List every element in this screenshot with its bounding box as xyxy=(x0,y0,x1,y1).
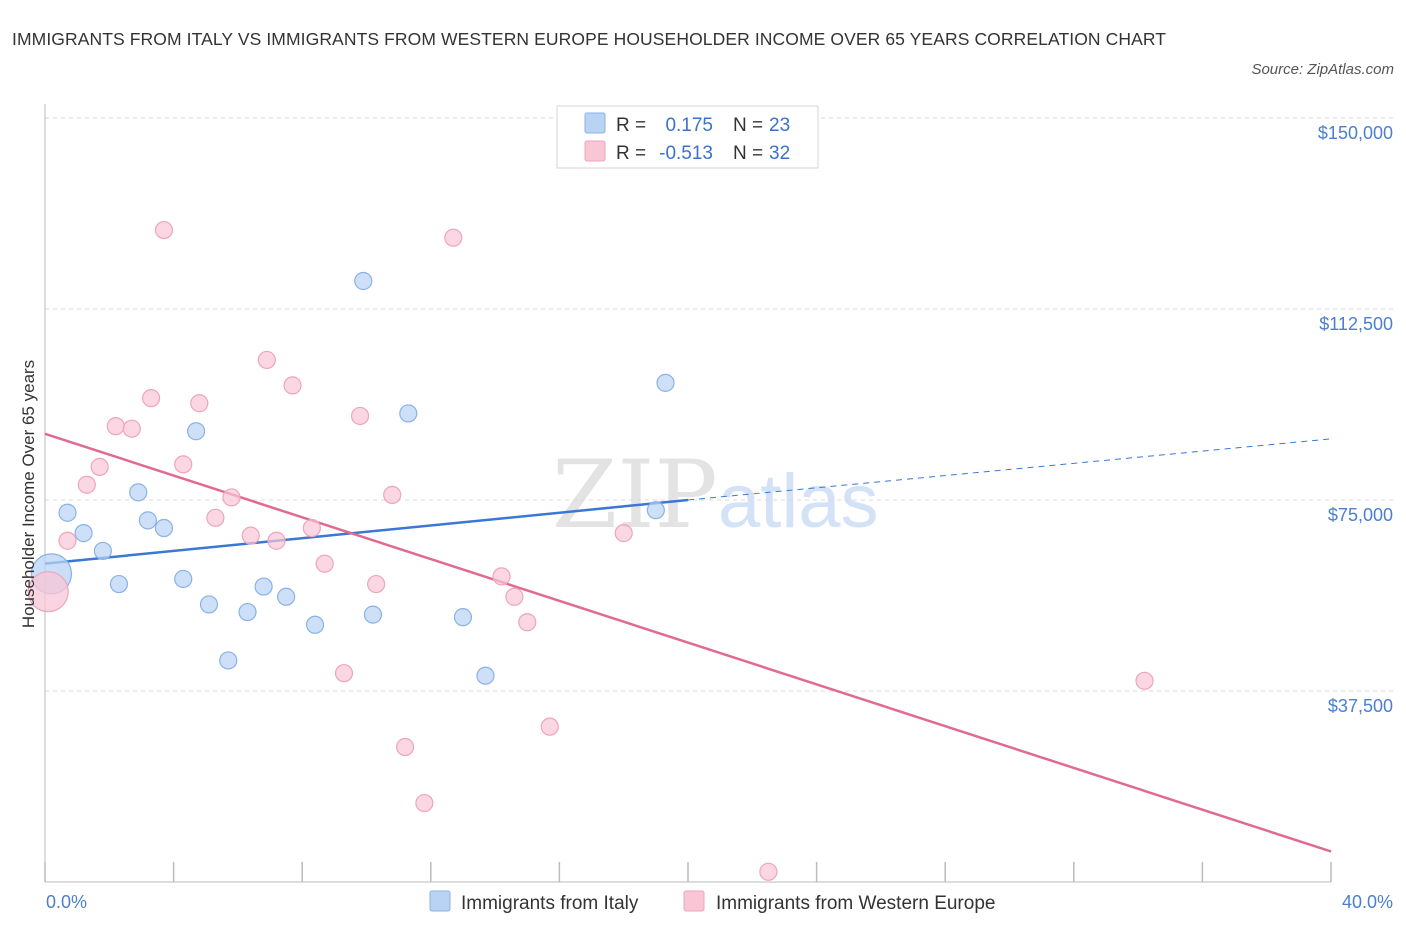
italy-point-18 xyxy=(399,404,418,423)
italy-r-label: R = xyxy=(616,115,646,136)
italy-point-5 xyxy=(129,483,148,502)
y-axis-title: Householder Income Over 65 years xyxy=(19,360,38,628)
western-europe-point-17 xyxy=(315,554,334,573)
western-europe-point-9 xyxy=(190,394,209,413)
stats-legend: R = 0.175 N = 23 R = -0.513 N = 32 xyxy=(556,105,819,169)
western-europe-point-18 xyxy=(334,664,354,683)
italy-point-7 xyxy=(154,518,174,538)
italy-point-21 xyxy=(656,373,675,392)
italy-point-15 xyxy=(305,615,325,634)
we-swatch xyxy=(584,140,606,162)
western-europe-point-4 xyxy=(106,417,125,436)
western-europe-point-28 xyxy=(540,717,559,736)
trend-line-italy xyxy=(44,498,689,565)
trend-line-italy-extension xyxy=(687,438,1332,501)
italy-point-12 xyxy=(238,602,257,622)
western-europe-point-16 xyxy=(302,518,321,538)
western-europe-point-25 xyxy=(492,567,511,586)
western-europe-point-21 xyxy=(383,485,402,505)
italy-point-22 xyxy=(646,501,665,520)
western-europe-point-13 xyxy=(257,350,276,370)
bottom-legend-we-swatch xyxy=(683,890,705,912)
y-tick-labels: $37,500 $75,000 $112,500 $150,000 xyxy=(1318,123,1393,716)
we-n-label: N = xyxy=(733,143,763,164)
western-europe-point-12 xyxy=(241,526,260,545)
bottom-legend-italy-label: Immigrants from Italy xyxy=(461,893,639,914)
western-europe-point-15 xyxy=(283,376,302,395)
western-europe-point-29 xyxy=(614,524,633,543)
italy-point-11 xyxy=(219,651,238,670)
italy-r-value: 0.175 xyxy=(665,115,713,136)
watermark-atlas: atlas xyxy=(718,459,879,544)
western-europe-point-24 xyxy=(444,228,463,247)
italy-point-3 xyxy=(93,541,112,561)
y-tick-label-3: $150,000 xyxy=(1318,123,1393,143)
western-europe-point-10 xyxy=(206,508,225,527)
western-europe-point-14 xyxy=(267,531,286,550)
we-r-value: -0.513 xyxy=(659,143,713,164)
western-europe-point-8 xyxy=(174,455,193,474)
we-n-value: 32 xyxy=(769,143,790,164)
western-europe-point-30 xyxy=(759,862,778,881)
chart-title: IMMIGRANTS FROM ITALY VS IMMIGRANTS FROM… xyxy=(12,29,1167,49)
italy-point-10 xyxy=(199,595,219,614)
we-r-label: R = xyxy=(616,143,646,164)
italy-n-label: N = xyxy=(733,115,763,136)
western-europe-point-7 xyxy=(154,220,174,240)
western-europe-point-31 xyxy=(1135,671,1154,690)
italy-point-6 xyxy=(138,511,157,530)
western-europe-point-23 xyxy=(415,793,434,813)
watermark-zip: ZIP xyxy=(552,441,718,550)
italy-point-1 xyxy=(58,503,77,522)
italy-point-17 xyxy=(363,605,383,624)
italy-point-4 xyxy=(109,574,129,594)
italy-point-8 xyxy=(174,569,193,589)
series-western-europe-points xyxy=(27,220,1154,881)
bottom-legend: Immigrants from Italy Immigrants from We… xyxy=(429,890,995,914)
trend-lines xyxy=(44,432,1332,853)
axes xyxy=(44,104,1332,883)
western-europe-point-27 xyxy=(518,613,537,632)
western-europe-point-6 xyxy=(141,389,161,408)
western-europe-point-22 xyxy=(395,737,415,757)
italy-point-9 xyxy=(187,422,206,441)
x-tick-label-min: 0.0% xyxy=(46,892,87,912)
trend-line-western-europe xyxy=(44,432,1332,853)
y-tick-label-0: $37,500 xyxy=(1328,696,1393,716)
western-europe-point-1 xyxy=(58,531,77,550)
western-europe-point-20 xyxy=(367,574,386,594)
italy-swatch xyxy=(584,112,606,134)
western-europe-point-11 xyxy=(222,488,241,507)
italy-point-13 xyxy=(254,577,273,596)
western-europe-point-3 xyxy=(90,457,109,476)
source-credit: Source: ZipAtlas.com xyxy=(1251,61,1394,78)
italy-point-20 xyxy=(476,666,495,685)
western-europe-point-26 xyxy=(505,587,524,606)
western-europe-point-19 xyxy=(350,406,370,426)
bottom-legend-we-label: Immigrants from Western Europe xyxy=(716,893,995,914)
western-europe-point-0 xyxy=(27,571,69,613)
italy-point-16 xyxy=(354,271,373,291)
western-europe-point-2 xyxy=(77,475,96,494)
italy-n-value: 23 xyxy=(769,115,790,136)
italy-point-2 xyxy=(74,524,93,543)
western-europe-point-5 xyxy=(122,419,141,438)
x-tick-label-max: 40.0% xyxy=(1342,892,1393,912)
y-tick-label-1: $75,000 xyxy=(1328,505,1393,525)
bottom-legend-italy-swatch xyxy=(429,890,451,912)
italy-point-14 xyxy=(277,587,296,606)
italy-point-19 xyxy=(453,608,473,627)
y-tick-label-2: $112,500 xyxy=(1319,314,1393,334)
